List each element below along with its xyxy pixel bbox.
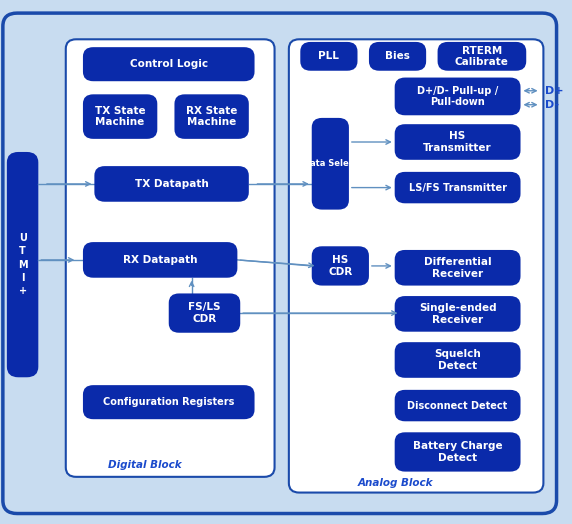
Text: D-: D- <box>545 100 559 110</box>
Text: Battery Charge
Detect: Battery Charge Detect <box>413 441 502 463</box>
Text: U
T
M
I
+: U T M I + <box>18 233 27 296</box>
Text: HS
CDR: HS CDR <box>328 255 352 277</box>
FancyBboxPatch shape <box>395 250 521 286</box>
FancyBboxPatch shape <box>395 390 521 421</box>
FancyBboxPatch shape <box>7 152 38 377</box>
Text: PLL: PLL <box>319 51 339 61</box>
Text: LS/FS Transmitter: LS/FS Transmitter <box>408 182 507 193</box>
FancyBboxPatch shape <box>83 47 255 81</box>
Text: Digital Block: Digital Block <box>108 460 182 471</box>
Text: RTERM
Calibrate: RTERM Calibrate <box>455 46 509 67</box>
FancyBboxPatch shape <box>3 13 557 514</box>
FancyBboxPatch shape <box>395 172 521 203</box>
FancyBboxPatch shape <box>369 42 426 71</box>
FancyBboxPatch shape <box>395 296 521 332</box>
FancyBboxPatch shape <box>312 118 349 210</box>
FancyBboxPatch shape <box>83 94 157 139</box>
FancyBboxPatch shape <box>66 39 275 477</box>
FancyBboxPatch shape <box>289 39 543 493</box>
Text: RX State
Machine: RX State Machine <box>186 106 237 127</box>
FancyBboxPatch shape <box>312 246 369 286</box>
FancyBboxPatch shape <box>83 385 255 419</box>
Text: TX State
Machine: TX State Machine <box>95 106 145 127</box>
Text: HS
Transmitter: HS Transmitter <box>423 131 492 153</box>
Text: TX Datapath: TX Datapath <box>135 179 208 189</box>
Text: Control Logic: Control Logic <box>130 59 208 69</box>
FancyBboxPatch shape <box>395 342 521 378</box>
FancyBboxPatch shape <box>395 78 521 115</box>
Text: Analog Block: Analog Block <box>358 478 434 488</box>
Text: RX Datapath: RX Datapath <box>123 255 197 265</box>
Text: Differential
Receiver: Differential Receiver <box>424 257 491 279</box>
Text: Squelch
Detect: Squelch Detect <box>434 349 481 371</box>
Text: Single-ended
Receiver: Single-ended Receiver <box>419 303 496 325</box>
FancyBboxPatch shape <box>169 293 240 333</box>
Text: Configuration Registers: Configuration Registers <box>103 397 235 407</box>
Text: D+/D- Pull-up /
Pull-down: D+/D- Pull-up / Pull-down <box>417 85 498 107</box>
FancyBboxPatch shape <box>395 432 521 472</box>
Text: Data Select: Data Select <box>303 159 358 168</box>
FancyBboxPatch shape <box>83 242 237 278</box>
Text: D+: D+ <box>545 86 563 96</box>
Text: Bies: Bies <box>385 51 410 61</box>
Text: FS/LS
CDR: FS/LS CDR <box>188 302 221 324</box>
FancyBboxPatch shape <box>174 94 249 139</box>
FancyBboxPatch shape <box>438 42 526 71</box>
Text: Disconnect Detect: Disconnect Detect <box>407 400 508 411</box>
FancyBboxPatch shape <box>300 42 358 71</box>
FancyBboxPatch shape <box>94 166 249 202</box>
FancyBboxPatch shape <box>395 124 521 160</box>
